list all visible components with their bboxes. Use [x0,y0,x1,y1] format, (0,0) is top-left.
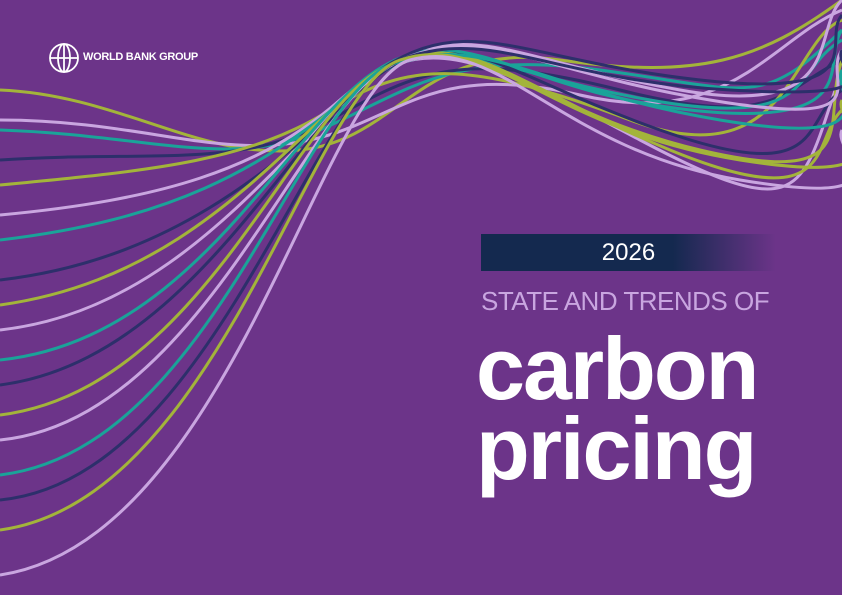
wave [0,29,842,362]
wave [0,28,842,151]
logo-globe [49,43,79,73]
title-line: pricing [476,399,757,498]
wave [0,54,842,577]
wave [0,52,842,477]
wave [0,14,842,387]
title-line: carbon [476,319,759,418]
wave [0,18,842,187]
year: 2026 [601,239,656,266]
wave [0,53,842,532]
wave [0,8,842,148]
wave [0,0,842,153]
subtitle: STATE AND TRENDS OF [481,286,770,316]
wave [0,47,842,502]
logo-text: WORLD BANK GROUP [83,51,198,63]
wave [0,0,842,332]
year-band [481,234,776,271]
